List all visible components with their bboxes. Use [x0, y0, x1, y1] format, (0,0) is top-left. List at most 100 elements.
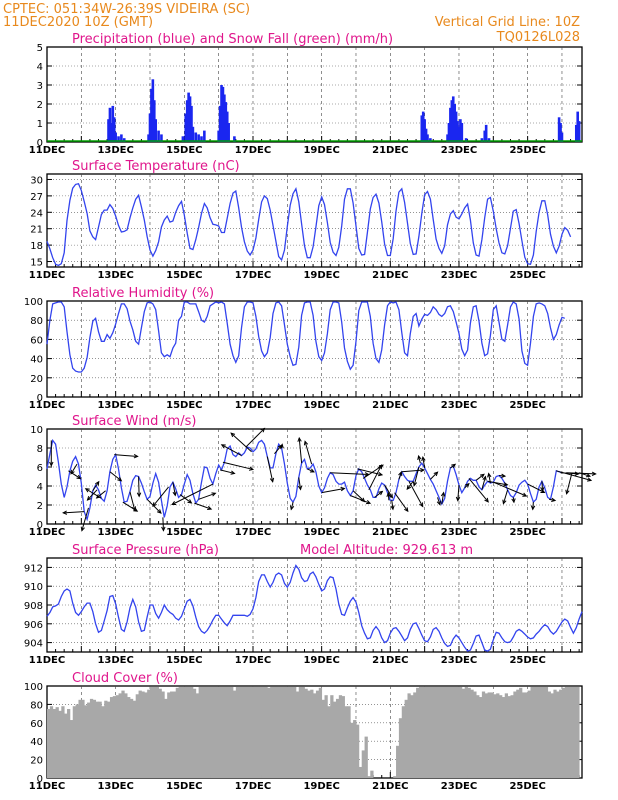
precip-bar — [217, 130, 220, 142]
x-tick-label: 13DEC — [97, 400, 133, 411]
cloud-bar — [321, 699, 325, 778]
cloud-bar — [539, 686, 543, 778]
cloud-bar — [315, 690, 320, 778]
wind-arrow — [70, 463, 78, 475]
precip-bar — [560, 132, 564, 142]
x-tick-label: 17DEC — [235, 781, 271, 792]
cloud-bar — [201, 686, 205, 778]
cloud-bar — [438, 686, 443, 778]
wind-arrow-head — [398, 471, 403, 477]
cloud-bar — [444, 686, 448, 778]
cloud-bar — [304, 688, 308, 778]
cloud-bar — [138, 690, 142, 778]
wind-arrow — [455, 485, 461, 502]
panel-title: Cloud Cover (%) — [72, 671, 178, 686]
precip-bar — [576, 111, 580, 142]
cloud-bar — [559, 689, 563, 778]
cloud-bar — [456, 686, 460, 778]
wind-arrow-head — [565, 489, 570, 495]
x-tick-label: 17DEC — [235, 400, 271, 411]
cloud-bar — [318, 687, 323, 778]
precip-bar — [423, 119, 426, 142]
cloud-bar — [290, 686, 294, 778]
cloud-bar — [473, 691, 477, 778]
cloud-bar — [58, 710, 62, 778]
cloud-bar — [144, 692, 148, 778]
wind-arrow-head — [136, 492, 142, 498]
precip-bar — [454, 111, 458, 142]
wind-arrow-shaft — [152, 486, 169, 507]
cloud-bar — [370, 770, 374, 778]
cloud-bar — [284, 686, 288, 778]
plot-frame — [46, 300, 583, 398]
x-tick-label: 11DEC — [29, 270, 65, 281]
wind-arrow-head — [511, 498, 516, 504]
precip-bar — [150, 88, 153, 142]
cloud-bar — [327, 706, 331, 778]
x-tick-label: 21DEC — [372, 270, 408, 281]
cloud-bar — [413, 692, 417, 778]
cloud-bar — [181, 686, 185, 778]
rh-line — [46, 301, 566, 373]
cloud-bar — [424, 686, 428, 778]
cloud-bar — [427, 686, 431, 778]
precip-bar — [460, 123, 464, 142]
cloud-bar — [501, 697, 506, 778]
wind-arrow-shaft — [401, 469, 424, 473]
wind-arrow-shaft — [230, 432, 252, 453]
wind-arrow — [374, 490, 384, 498]
wind-arrow — [114, 454, 139, 459]
wind-arrow-head — [464, 482, 470, 488]
cloud-bar — [112, 696, 117, 778]
cloud-bar — [530, 686, 534, 778]
run-date: 11DEC2020 10Z (GMT) — [3, 15, 153, 30]
precip-bar — [459, 119, 462, 142]
y-tick-label: 18 — [30, 241, 43, 252]
cloud-bar — [353, 720, 357, 778]
x-tick-label: 17DEC — [235, 270, 271, 281]
cloud-bar — [573, 686, 577, 778]
wind-arrow-shaft — [350, 495, 371, 504]
wind-arrow-shaft — [219, 469, 235, 474]
cloud-bar — [158, 688, 162, 778]
wind-arrow-head — [230, 432, 236, 438]
cloud-panel: Cloud Cover (%) 0 20 40 60 80 100 11DEC 13DEC 15D… — [24, 671, 583, 792]
wind-arrow-head — [591, 471, 597, 476]
cloud-bar — [261, 686, 265, 778]
y-tick-label: 80 — [30, 316, 43, 327]
wind-arrow-shaft — [578, 472, 591, 477]
precip-bar — [223, 94, 226, 142]
wind-arrow-shaft — [109, 471, 122, 482]
precip-bar — [110, 123, 113, 142]
cloud-bar — [264, 686, 268, 778]
cloud-bar — [195, 693, 200, 778]
wind-arrow — [95, 490, 106, 499]
cloud-bar — [524, 692, 529, 778]
x-tick-label: 11DEC — [29, 655, 65, 666]
wind-arrow — [49, 440, 54, 467]
cloud-bar — [135, 694, 139, 778]
wind-arrow-shaft — [114, 454, 138, 457]
x-tick-label: 13DEC — [97, 781, 133, 792]
precip-bar — [117, 136, 120, 142]
cloud-bar — [161, 691, 165, 778]
wind-arrow-head — [420, 468, 426, 473]
cloud-bar — [198, 686, 202, 778]
wind-arrow — [578, 472, 592, 478]
wind-arrow-shaft — [290, 502, 294, 510]
wind-arrow — [530, 502, 536, 511]
cloud-bar — [84, 705, 88, 778]
wind-arrow-head — [419, 502, 424, 508]
y-tick-label: 0 — [37, 138, 43, 149]
precip-bar — [187, 92, 190, 142]
cloud-bar — [476, 695, 480, 778]
precip-bar — [227, 123, 230, 142]
cloud-bar — [367, 776, 371, 778]
cloud-bar — [258, 686, 262, 778]
precip-bar — [107, 119, 110, 142]
wind-arrow-shaft — [406, 480, 414, 490]
cloud-bar — [55, 707, 59, 778]
y-tick-label: 904 — [24, 639, 43, 650]
x-tick-label: 23DEC — [441, 270, 477, 281]
y-tick-label: 2 — [37, 501, 43, 512]
